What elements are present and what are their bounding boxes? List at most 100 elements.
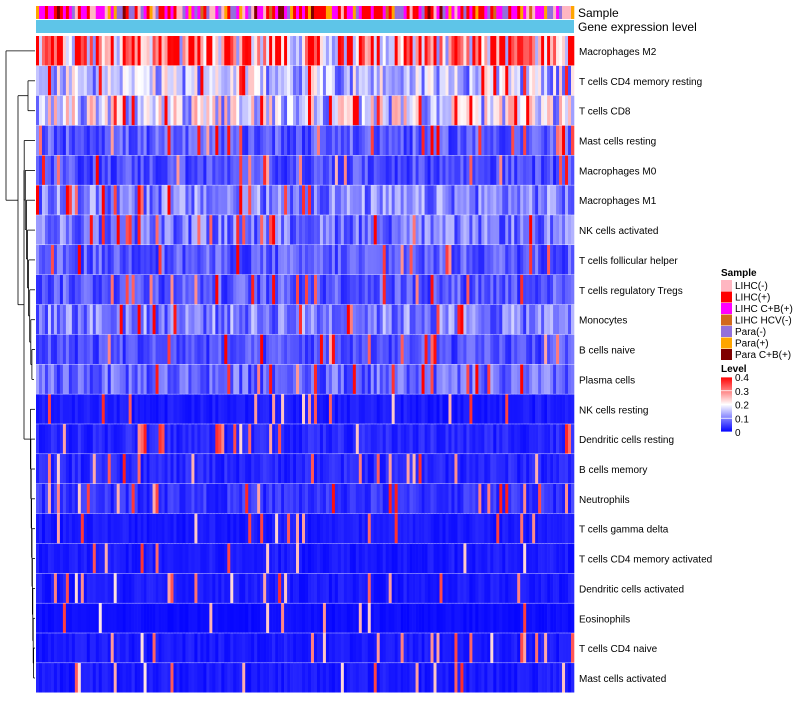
heatmap-cell <box>511 304 515 335</box>
heatmap-cell <box>92 185 97 215</box>
heatmap-cell <box>544 65 548 96</box>
heatmap-cell <box>481 274 485 305</box>
heatmap-cell <box>430 334 434 365</box>
heatmap-cell <box>197 394 201 424</box>
heatmap-cell <box>248 125 252 156</box>
heatmap-cell <box>263 215 267 245</box>
heatmap-cell <box>394 633 398 663</box>
heatmap-cell <box>466 454 470 484</box>
heatmap-cell <box>535 185 539 215</box>
heatmap-cell <box>466 364 470 394</box>
heatmap-cell <box>568 125 572 156</box>
level-legend-title: Level <box>721 364 747 375</box>
heatmap-cell <box>331 394 336 424</box>
heatmap-cell <box>466 424 470 454</box>
sample-cell <box>568 6 572 19</box>
heatmap-cell <box>164 274 168 305</box>
heatmap-cell <box>313 304 318 335</box>
heatmap-cell <box>224 573 228 603</box>
heatmap-cell <box>65 394 70 424</box>
heatmap-cell <box>421 513 425 544</box>
heatmap-cell <box>68 304 73 335</box>
heatmap-cell <box>62 394 67 424</box>
heatmap-cell <box>167 513 171 544</box>
heatmap-cell <box>149 424 153 454</box>
heatmap-cell <box>119 454 123 484</box>
heatmap-cell <box>343 513 348 544</box>
heatmap-cell <box>131 65 135 96</box>
heatmap-cell <box>98 65 103 96</box>
heatmap-cell <box>538 65 542 96</box>
heatmap-cell <box>83 215 88 245</box>
heatmap-cell <box>101 215 106 245</box>
heatmap-cell <box>77 274 82 305</box>
heatmap-cell <box>361 394 366 424</box>
heatmap-cell <box>331 603 336 633</box>
heatmap-cell <box>415 663 419 693</box>
heatmap-cell <box>514 215 518 245</box>
heatmap-cell <box>391 454 395 484</box>
heatmap-cell <box>346 185 351 215</box>
heatmap-cell <box>215 483 219 514</box>
heatmap-cell <box>149 663 153 693</box>
heatmap-cell <box>245 274 249 305</box>
heatmap-cell <box>526 95 530 126</box>
heatmap-cell <box>457 155 461 185</box>
heatmap-cell <box>538 185 542 215</box>
heatmap-cell <box>107 454 112 484</box>
heatmap-cell <box>176 95 180 126</box>
heatmap-cell <box>251 454 255 484</box>
heatmap-cell <box>227 633 231 663</box>
heatmap-cell <box>278 185 282 215</box>
heatmap-cell <box>502 454 506 484</box>
heatmap-cell <box>565 364 569 394</box>
heatmap-cell <box>547 573 551 603</box>
heatmap-cell <box>254 513 258 544</box>
heatmap-cell <box>107 364 112 394</box>
heatmap-cell <box>544 215 548 245</box>
heatmap-cell <box>167 663 171 693</box>
heatmap-cell <box>427 155 431 185</box>
heatmap-cell <box>128 633 132 663</box>
heatmap-cell <box>556 483 560 514</box>
sample-cell <box>529 6 533 19</box>
heatmap-cell <box>218 483 222 514</box>
heatmap-cell <box>254 334 258 365</box>
heatmap-cell <box>41 543 46 574</box>
heatmap-cell <box>122 633 126 663</box>
heatmap-cell <box>143 36 147 66</box>
heatmap-cell <box>143 543 147 574</box>
heatmap-cell <box>460 95 464 126</box>
heatmap-cell <box>131 603 135 633</box>
heatmap-cell <box>65 155 70 185</box>
heatmap-cell <box>254 304 258 335</box>
heatmap-cell <box>352 424 357 454</box>
sample-cell <box>394 6 398 19</box>
heatmap-cell <box>469 304 473 335</box>
heatmap-cell <box>95 65 100 96</box>
heatmap-cell <box>170 65 174 96</box>
heatmap-cell <box>388 36 392 66</box>
heatmap-cell <box>95 215 100 245</box>
heatmap-cell <box>44 424 49 454</box>
legend-swatch <box>721 326 732 337</box>
sample-cell <box>188 6 192 19</box>
heatmap-cell <box>385 364 389 394</box>
heatmap-cell <box>496 663 500 693</box>
heatmap-cell <box>170 394 174 424</box>
heatmap-cell <box>257 245 261 275</box>
heatmap-cell <box>427 663 431 693</box>
sample-cell <box>376 6 381 19</box>
heatmap-cell <box>230 95 234 126</box>
heatmap-cell <box>307 513 312 544</box>
heatmap-cell <box>86 603 91 633</box>
heatmap-cell <box>394 155 398 185</box>
heatmap-cell <box>80 663 85 693</box>
heatmap-cell <box>161 633 165 663</box>
heatmap-cell <box>364 125 369 156</box>
heatmap-cell <box>379 95 384 126</box>
heatmap-cell <box>547 36 551 66</box>
heatmap-cell <box>379 424 384 454</box>
heatmap-cell <box>445 334 449 365</box>
heatmap-cell <box>110 334 115 365</box>
